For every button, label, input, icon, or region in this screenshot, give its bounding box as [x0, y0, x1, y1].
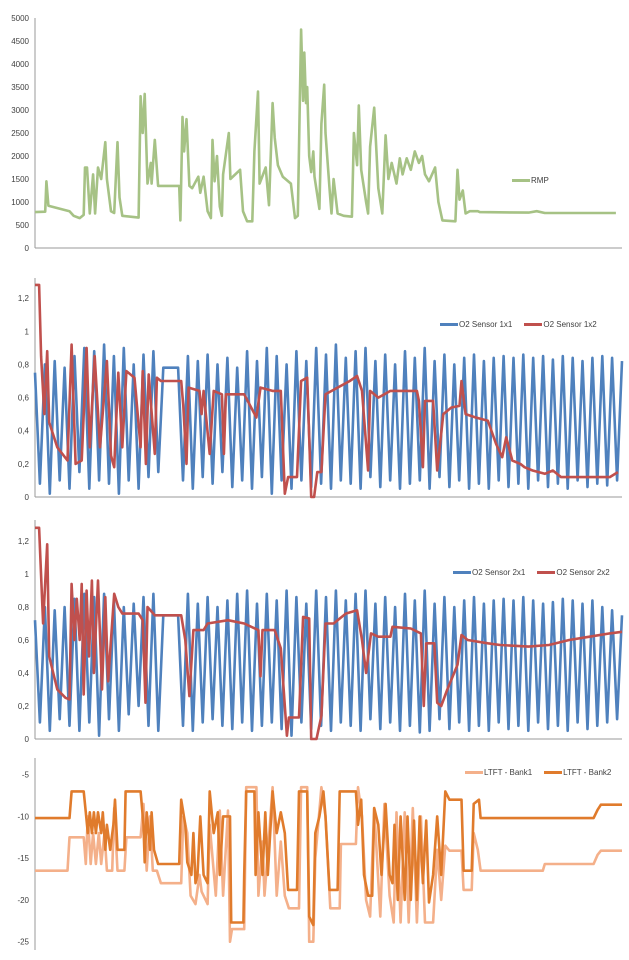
legend-swatch	[453, 571, 471, 574]
legend-item: O2 Sensor 2x2	[537, 568, 610, 577]
legend-swatch	[524, 323, 543, 326]
legend-item: O2 Sensor 2x1	[453, 568, 525, 577]
legend-swatch	[512, 179, 530, 182]
o2-bank2-chart-y-tick-label: 0,4	[18, 669, 30, 678]
o2-bank1-chart-y-tick-label: 1	[25, 327, 30, 336]
legend-label: O2 Sensor 1x2	[543, 320, 597, 329]
rpm-chart-series-1-line	[34, 28, 616, 223]
ltft-chart-y-tick-label: -20	[17, 896, 29, 905]
legend-label: RMP	[531, 176, 549, 185]
legend-item: LTFT - Bank2	[544, 768, 611, 777]
legend-item: O2 Sensor 1x1	[440, 320, 512, 329]
o2-bank2-chart-series-1-line	[33, 589, 624, 738]
rpm-chart-y-tick-label: 4500	[11, 37, 29, 46]
legend-item: RMP	[512, 176, 549, 185]
o2-bank2-chart-y-tick-label: 0,8	[18, 603, 30, 612]
o2-bank1-chart-y-tick-label: 0,2	[18, 460, 30, 469]
o2-bank2-chart-y-tick-label: 0,2	[18, 702, 30, 711]
rpm-chart-y-tick-label: 2500	[11, 129, 29, 138]
legend-swatch	[537, 571, 556, 574]
legend-item: LTFT - Bank1	[465, 768, 532, 777]
o2-bank1-chart-y-tick-label: 0,8	[18, 360, 30, 369]
legend-swatch	[440, 323, 458, 326]
o2-bank1-chart-y-tick-label: 1,2	[18, 294, 30, 303]
ltft-chart-y-tick-label: -10	[17, 812, 29, 821]
o2-bank1-chart-y-tick-label: 0	[25, 493, 30, 502]
legend-label: O2 Sensor 2x2	[556, 568, 610, 577]
legend-item: O2 Sensor 1x2	[524, 320, 597, 329]
ltft-chart-y-tick-label: -25	[17, 938, 29, 947]
o2-bank2-chart-y-tick-label: 0	[25, 735, 30, 744]
o2-bank2-chart-series-2-line	[35, 526, 623, 741]
o2-bank2-chart-y-tick-label: 0,6	[18, 636, 30, 645]
legend-rpm-chart: RMP	[512, 176, 561, 185]
o2-bank1-chart-series-1-line	[33, 343, 624, 496]
legend-label: O2 Sensor 2x1	[472, 568, 526, 577]
ltft-chart-y-tick-label: -5	[22, 771, 30, 780]
rpm-chart-y-tick-label: 500	[16, 221, 30, 230]
o2-bank1-chart-series-2-line	[35, 283, 619, 499]
o2-bank2-chart-y-tick-label: 1	[25, 570, 30, 579]
o2-bank2-chart-y-tick-label: 1,2	[18, 537, 30, 546]
legend-o2-bank2-chart: O2 Sensor 2x1 O2 Sensor 2x2	[453, 568, 622, 577]
rpm-chart-y-tick-label: 0	[25, 244, 30, 253]
rpm-chart-y-tick-label: 2000	[11, 152, 29, 161]
rpm-chart-y-tick-label: 3000	[11, 106, 29, 115]
o2-bank1-chart-y-tick-label: 0,4	[18, 427, 30, 436]
legend-label: LTFT - Bank1	[484, 768, 533, 777]
rpm-chart-y-tick-label: 1500	[11, 175, 29, 184]
legend-label: O2 Sensor 1x1	[459, 320, 513, 329]
legend-ltft-chart: LTFT - Bank1 LTFT - Bank2	[465, 768, 623, 777]
legend-swatch	[465, 771, 483, 774]
o2-bank1-chart-y-tick-label: 0,6	[18, 394, 30, 403]
rpm-chart-y-tick-label: 3500	[11, 83, 29, 92]
legend-swatch	[544, 771, 563, 774]
legend-label: LTFT - Bank2	[563, 768, 612, 777]
rpm-chart-y-tick-label: 4000	[11, 60, 29, 69]
legend-o2-bank1-chart: O2 Sensor 1x1 O2 Sensor 1x2	[440, 320, 609, 329]
ltft-chart-y-tick-label: -15	[17, 854, 29, 863]
ltft-chart-series-2-line	[35, 790, 622, 927]
ltft-chart-series-1-line	[35, 785, 622, 944]
rpm-chart-y-tick-label: 5000	[11, 14, 29, 23]
rpm-chart-y-tick-label: 1000	[11, 198, 29, 207]
